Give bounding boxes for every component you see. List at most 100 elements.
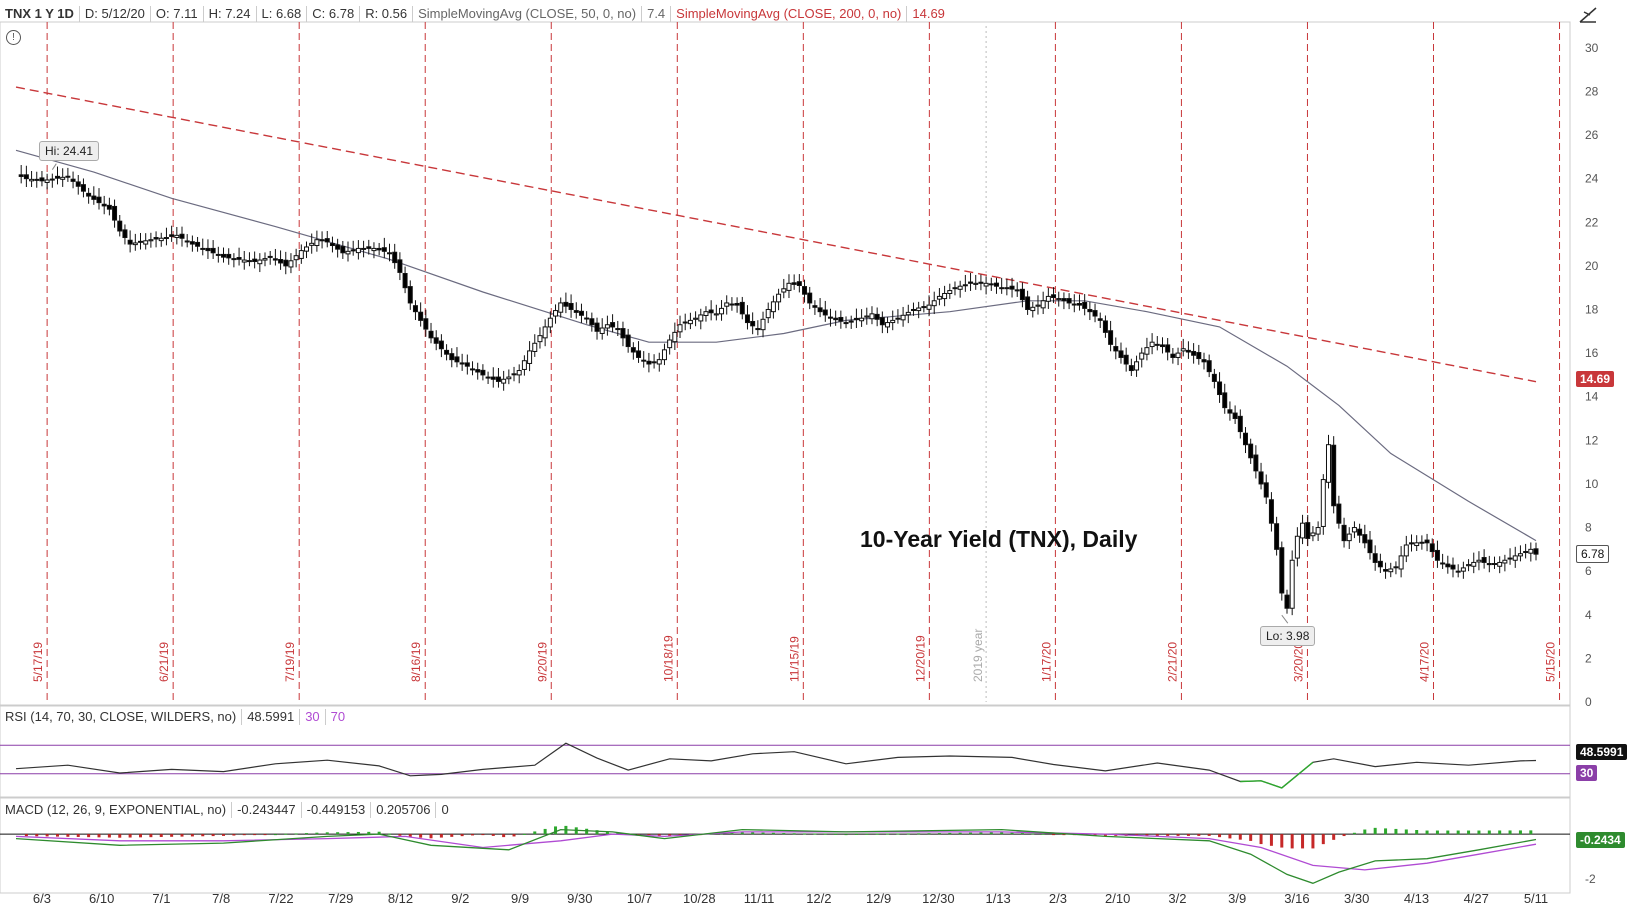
sma50-label[interactable]: SimpleMovingAvg (CLOSE, 50, 0, no) <box>413 6 643 22</box>
candle-body <box>1196 352 1202 360</box>
rsi-label[interactable]: RSI (14, 70, 30, CLOSE, WILDERS, no) <box>0 709 243 725</box>
macd-histogram-bar <box>1373 827 1377 835</box>
candle-body <box>641 359 647 362</box>
candle-body <box>999 287 1005 290</box>
candle-body <box>44 179 50 183</box>
macd-histogram-bar <box>720 833 724 835</box>
candle-body <box>765 308 771 319</box>
candle-body <box>1092 310 1098 317</box>
candle-body <box>807 292 813 304</box>
candle-body <box>532 342 538 352</box>
candle-body <box>189 241 195 245</box>
candle-body <box>957 285 963 290</box>
last-price-badge: 6.78 <box>1576 545 1610 563</box>
macd-histogram-bar <box>1269 834 1273 846</box>
candle-body <box>1491 563 1497 566</box>
candle-body <box>1263 482 1269 498</box>
candle-body <box>148 239 154 242</box>
candle-body <box>423 318 429 330</box>
candle-body <box>833 317 839 321</box>
y-tick-label: 18 <box>1585 302 1599 316</box>
candle-body <box>1154 343 1160 346</box>
candle-body <box>454 356 460 363</box>
x-tick-label: 7/29 <box>328 891 353 906</box>
candle-body <box>750 320 756 327</box>
macd-histogram-bar <box>190 834 194 837</box>
drawing-tool-icon[interactable] <box>1578 6 1598 24</box>
candle-body <box>501 378 507 384</box>
x-tick-label: 6/3 <box>33 891 51 906</box>
candle-body <box>553 310 559 317</box>
macd-histogram-bar <box>294 833 298 835</box>
candle-body <box>1159 344 1165 348</box>
candle-body <box>397 259 403 273</box>
x-tick-label: 11/11 <box>744 891 775 906</box>
candle-body <box>101 203 107 207</box>
macd-histogram-bar <box>460 834 464 837</box>
candle-body <box>853 317 859 321</box>
y-tick-label: 16 <box>1585 346 1599 360</box>
candle-body <box>1289 559 1295 609</box>
candle-body <box>490 376 496 380</box>
candle-body <box>1357 528 1363 536</box>
candle-body <box>947 290 953 294</box>
macd-histogram-bar <box>491 834 495 836</box>
candle-body <box>1180 348 1186 352</box>
expiration-label: 4/17/20 <box>1417 642 1431 682</box>
macd-histogram-bar <box>533 831 537 835</box>
candle-body <box>246 260 252 263</box>
candle-body <box>127 239 133 245</box>
candle-body <box>760 318 766 331</box>
macd-histogram-bar <box>969 832 973 835</box>
y-tick-label: 10 <box>1585 477 1599 491</box>
x-tick-label: 3/9 <box>1228 891 1246 906</box>
info-icon[interactable]: ! <box>6 30 21 45</box>
rsi-badge: 48.5991 <box>1576 744 1628 760</box>
candle-body <box>112 205 118 221</box>
candle-body <box>1123 354 1129 365</box>
candle-body <box>1486 563 1492 566</box>
macd-histogram-bar <box>1311 834 1315 849</box>
candle-body <box>252 258 258 263</box>
y-tick-label: 12 <box>1585 433 1599 447</box>
candle-body <box>610 322 616 328</box>
macd-histogram-bar <box>813 833 817 835</box>
candle-body <box>1040 300 1046 309</box>
macd-histogram-bar <box>305 833 309 835</box>
macd-tick-label: -2 <box>1585 872 1596 886</box>
candle-body <box>864 315 870 318</box>
candle-body <box>106 204 112 210</box>
macd-label[interactable]: MACD (12, 26, 9, EXPONENTIAL, no) <box>0 802 233 818</box>
macd-histogram-bar <box>522 833 526 835</box>
x-tick-label: 1/13 <box>985 891 1010 906</box>
candle-body <box>231 258 237 261</box>
macd-histogram-bar <box>149 834 153 838</box>
candle-body <box>355 247 361 254</box>
candle-body <box>599 327 605 334</box>
candle-body <box>91 195 97 200</box>
candle-body <box>60 176 66 180</box>
candle-body <box>1227 409 1233 414</box>
expiration-label: 8/16/19 <box>409 642 423 682</box>
x-tick-label: 3/2 <box>1168 891 1186 906</box>
low-annotation: Lo: 3.98 <box>1260 626 1316 646</box>
sma200-label[interactable]: SimpleMovingAvg (CLOSE, 200, 0, no) <box>671 6 908 22</box>
macd-histogram-bar <box>429 834 433 839</box>
candle-body <box>293 255 299 261</box>
macd-histogram-bar <box>1415 830 1419 835</box>
candle-body <box>931 300 937 307</box>
candle-body <box>210 247 216 254</box>
y-tick-label: 30 <box>1585 41 1599 55</box>
candle-body <box>1445 563 1451 568</box>
candle-body <box>734 302 740 306</box>
candle-body <box>900 314 906 321</box>
symbol-label[interactable]: TNX 1 Y 1D <box>0 6 80 22</box>
y-tick-label: 6 <box>1585 564 1592 578</box>
macd-histogram-bar <box>761 832 765 835</box>
candle-body <box>1351 527 1357 533</box>
candle-body <box>1346 533 1352 542</box>
candle-body <box>620 328 626 339</box>
candle-body <box>542 326 548 339</box>
candle-body <box>179 233 185 239</box>
